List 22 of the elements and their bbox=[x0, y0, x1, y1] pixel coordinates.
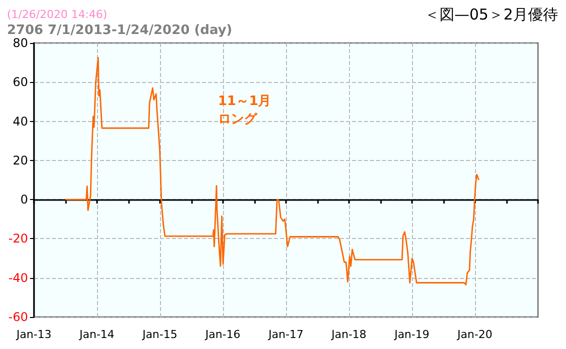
annotation: ロング bbox=[218, 112, 258, 127]
x-tick-label: Jan-19 bbox=[393, 328, 430, 341]
y-tick-label: -40 bbox=[8, 270, 28, 285]
y-tick-label: -60 bbox=[8, 310, 28, 324]
y-tick-label: 40 bbox=[12, 114, 28, 128]
y-tick-label: 60 bbox=[12, 75, 28, 90]
chart-subtitle: (1/26/2020 14:46) bbox=[7, 8, 108, 21]
x-tick-label: Jan-14 bbox=[78, 328, 114, 341]
x-tick-label: Jan-13 bbox=[16, 328, 52, 341]
y-tick-label: -20 bbox=[8, 232, 28, 246]
x-tick-label: Jan-18 bbox=[330, 328, 366, 341]
y-tick-label: 80 bbox=[12, 36, 28, 50]
y-tick-label: 0 bbox=[20, 192, 28, 207]
line-series bbox=[64, 56, 480, 286]
x-tick-label: Jan-16 bbox=[204, 328, 240, 341]
x-tick-label: Jan-20 bbox=[456, 328, 492, 341]
text: ＜図—05＞2月優待 bbox=[424, 6, 558, 24]
x-tick-label: Jan-15 bbox=[141, 328, 178, 341]
x-tick-label: Jan-17 bbox=[268, 328, 304, 341]
chart-title: 2706 7/1/2013-1/24/2020 (day) bbox=[7, 23, 232, 38]
y-tick-label: 20 bbox=[12, 153, 28, 168]
annotation: 11～1月 bbox=[218, 94, 272, 109]
